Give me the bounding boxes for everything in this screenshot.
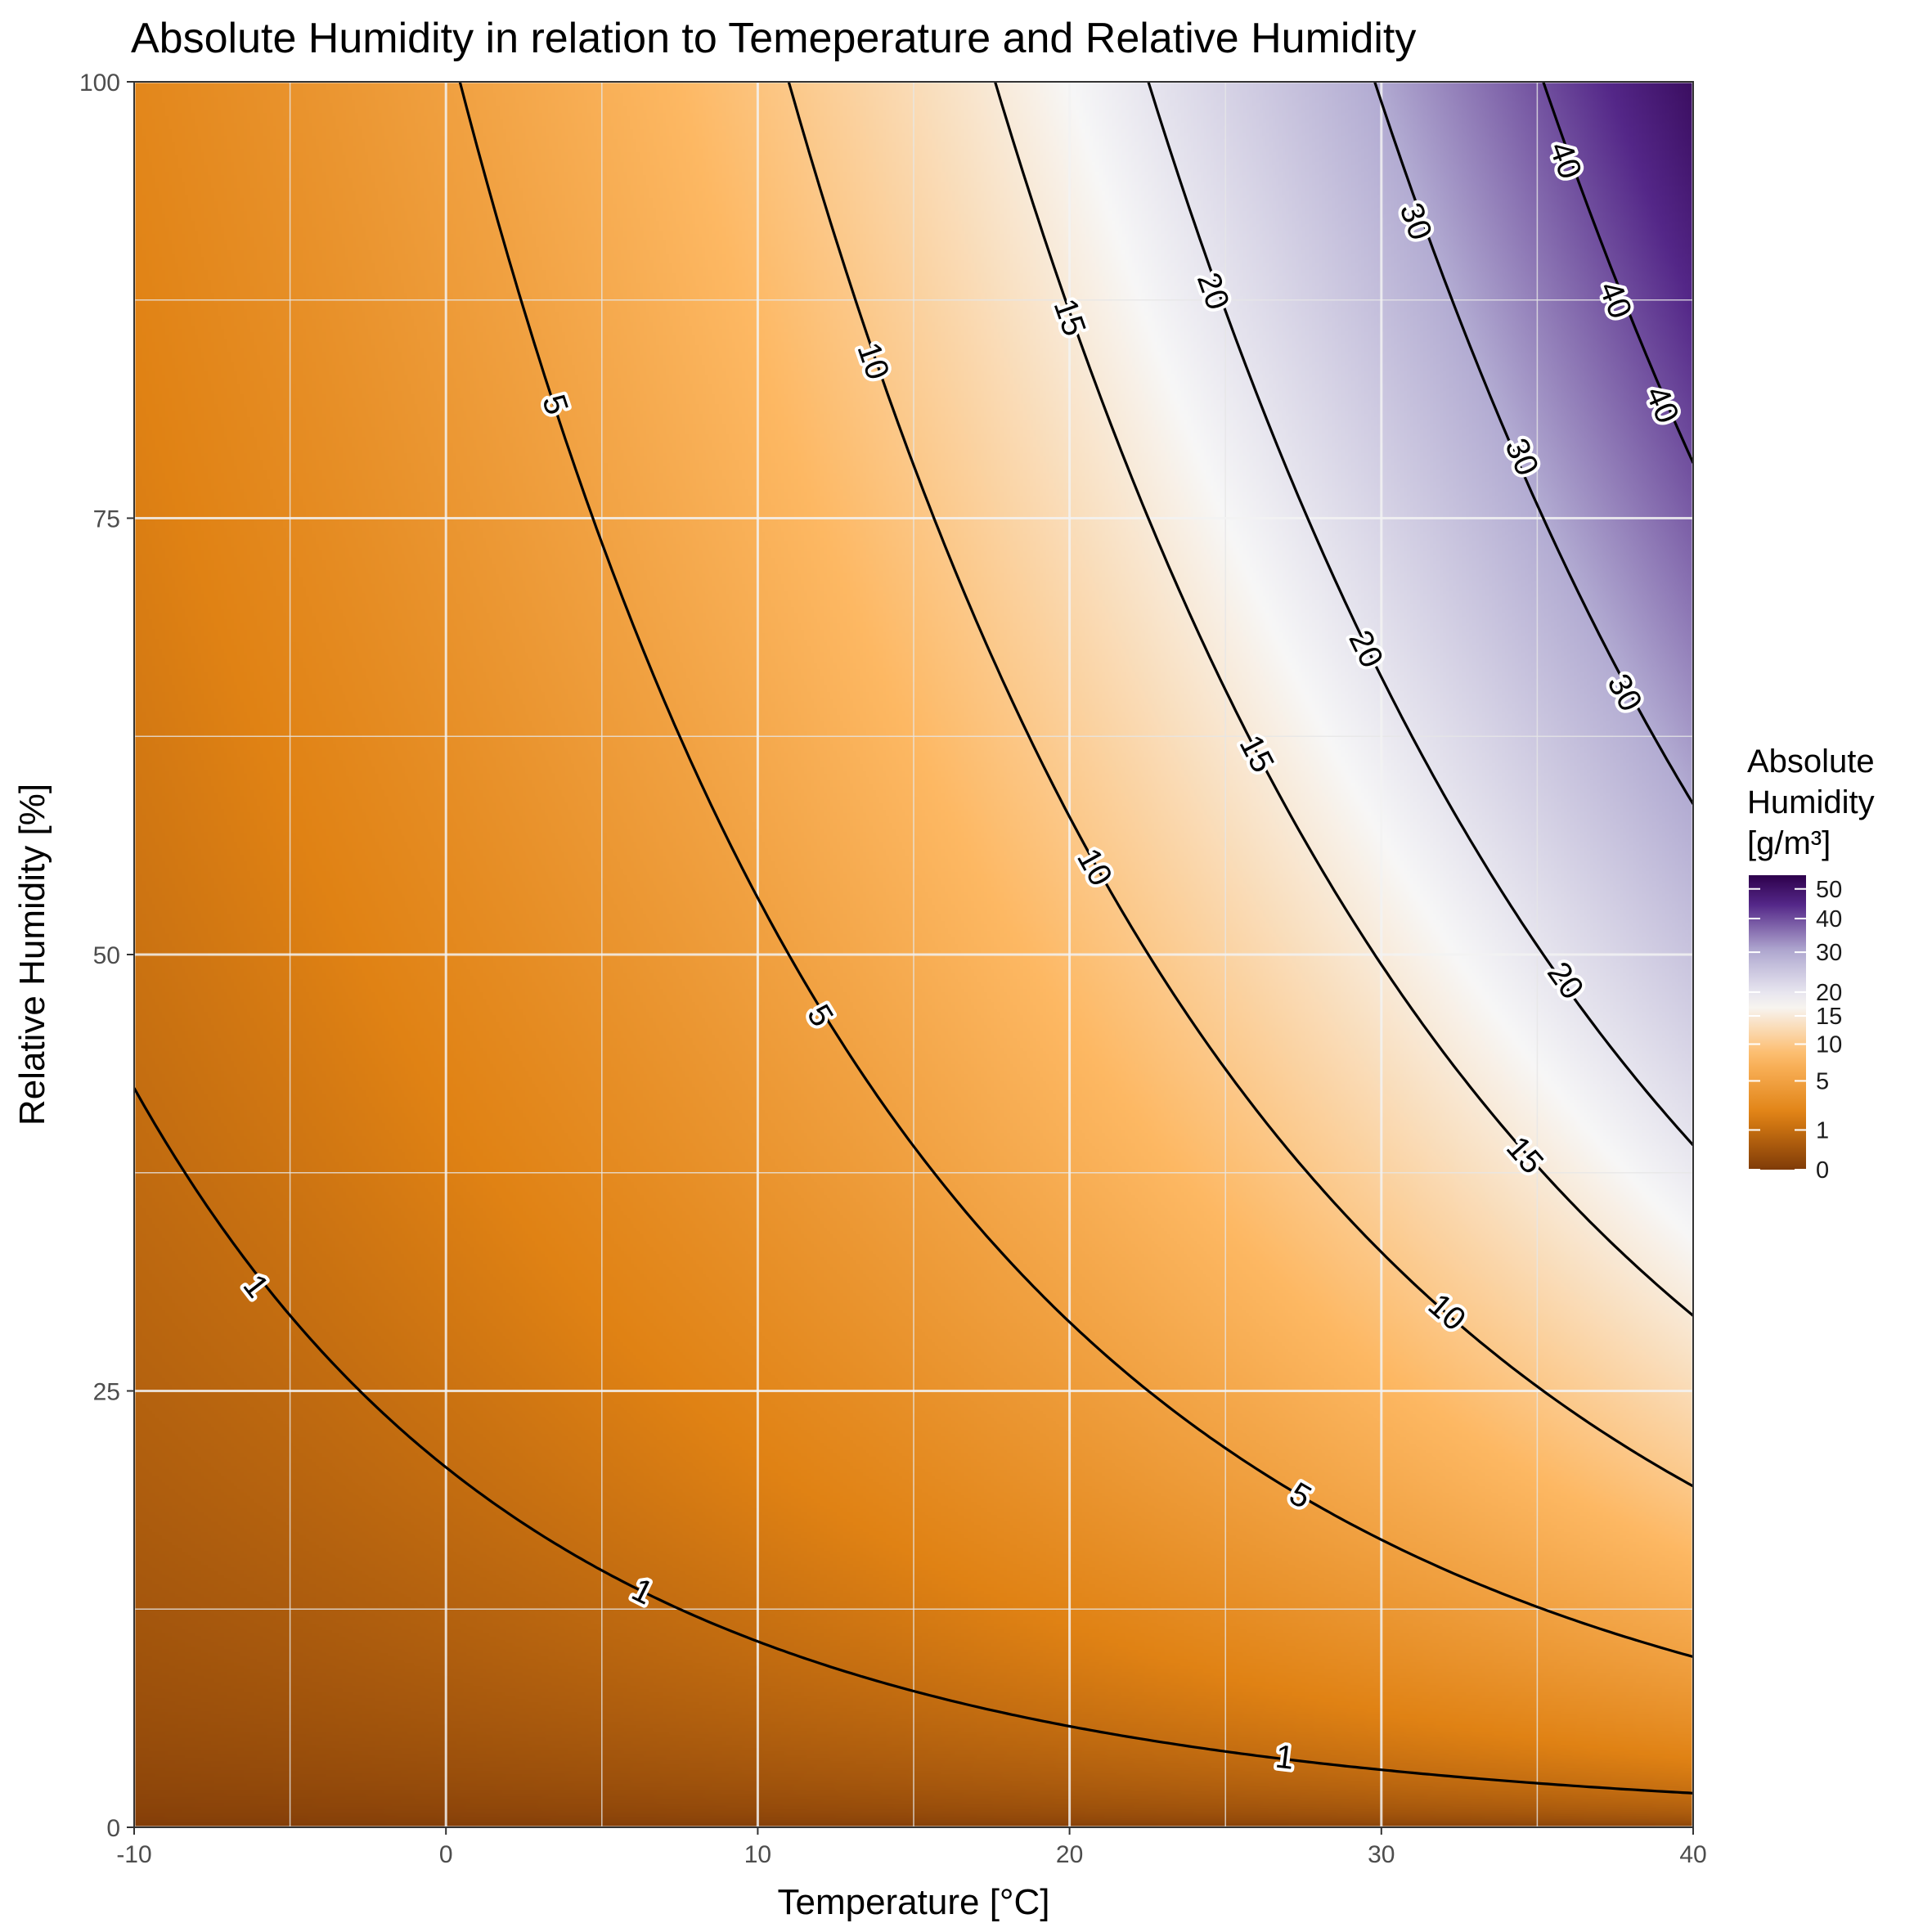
- legend-label: 50: [1816, 877, 1842, 903]
- x-tick-label: 40: [1679, 1841, 1706, 1868]
- x-axis-title: Temperature [°C]: [777, 1882, 1049, 1922]
- x-tick-label: 30: [1368, 1841, 1395, 1868]
- grid-lines: [134, 82, 1693, 1827]
- x-tick-label: 20: [1056, 1841, 1083, 1868]
- contour-lines: [134, 82, 1693, 1795]
- contour-line-15: [993, 82, 1693, 1317]
- y-tick-label: 50: [93, 942, 120, 969]
- contour-line-10: [787, 82, 1693, 1488]
- y-axis: 0 25 50 75 100: [79, 70, 134, 1842]
- contour-line-30: [1373, 82, 1693, 805]
- legend-label: 1: [1816, 1117, 1829, 1143]
- legend-label: 5: [1816, 1068, 1829, 1094]
- legend-title-line-2: Humidity: [1747, 784, 1875, 820]
- x-tick-label: -10: [116, 1841, 151, 1868]
- legend-label: 0: [1816, 1157, 1829, 1184]
- legend-label: 20: [1816, 980, 1842, 1006]
- contour-line-1: [134, 1087, 1693, 1795]
- legend-title-line-3: [g/m³]: [1747, 825, 1831, 861]
- x-axis: -10 0 10 20 30 40: [116, 1827, 1707, 1868]
- legend-label: 40: [1816, 906, 1842, 932]
- y-tick-label: 100: [79, 70, 120, 97]
- x-tick-label: 10: [744, 1841, 771, 1868]
- contour-line-5: [458, 82, 1693, 1659]
- legend-label: 10: [1816, 1031, 1842, 1058]
- legend-label: 30: [1816, 940, 1842, 966]
- y-tick-label: 75: [93, 506, 120, 533]
- y-tick-label: 0: [106, 1815, 120, 1842]
- x-tick-label: 0: [439, 1841, 453, 1868]
- contour-line-20: [1147, 82, 1693, 1147]
- chart-title: Absolute Humidity in relation to Temeper…: [131, 15, 1416, 62]
- legend-label: 15: [1816, 1004, 1842, 1030]
- y-tick-label: 25: [93, 1379, 120, 1406]
- legend-colorbar: [1749, 875, 1806, 1170]
- legend-title-line-1: Absolute: [1747, 744, 1875, 780]
- y-axis-title: Relative Humidity [%]: [12, 784, 52, 1126]
